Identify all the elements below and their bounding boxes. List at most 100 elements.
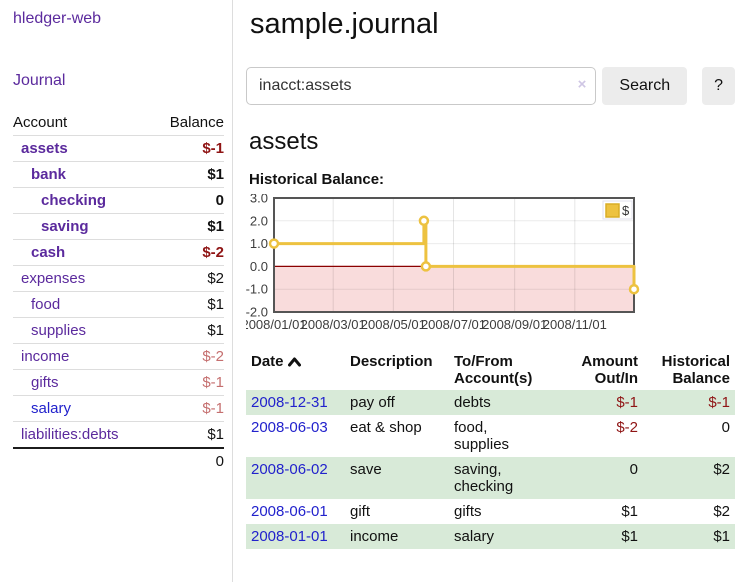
y-axis-tick-label: 1.0 bbox=[250, 236, 268, 251]
accounts-table: Account Balance assets $-1 bank $1 checking 0… bbox=[13, 110, 224, 474]
sidebar-item-journal[interactable]: Journal bbox=[13, 72, 66, 89]
account-row: food $1 bbox=[13, 291, 224, 318]
register-header-balance[interactable]: Historical Balance bbox=[661, 353, 730, 387]
account-link[interactable]: liabilities:debts bbox=[21, 426, 119, 443]
account-link[interactable]: income bbox=[21, 348, 70, 365]
accounts-total-row: 0 bbox=[13, 447, 224, 474]
x-axis-tick-label: 2008/05/01 bbox=[361, 317, 426, 332]
register-row: 2008-06-01 gift gifts $1 $2 bbox=[246, 499, 735, 524]
x-axis-tick-label: 2008/03/01 bbox=[301, 317, 366, 332]
register-header-date-label: Date bbox=[251, 353, 284, 370]
help-button[interactable]: ? bbox=[702, 67, 735, 105]
plot-border bbox=[273, 197, 635, 313]
sort-ascending-icon bbox=[287, 354, 301, 371]
register-amount: $1 bbox=[621, 528, 638, 545]
register-accounts: debts bbox=[454, 394, 491, 411]
account-row: expenses $2 bbox=[13, 265, 224, 292]
account-balance: $-1 bbox=[152, 395, 224, 422]
y-axis-tick-label: 0.0 bbox=[250, 259, 268, 274]
register-balance: 0 bbox=[721, 419, 730, 436]
chart-title: Historical Balance: bbox=[249, 171, 385, 188]
app-title-link[interactable]: hledger-web bbox=[13, 10, 102, 27]
register-row: 2008-12-31 pay off debts $-1 $-1 bbox=[246, 390, 735, 415]
register-amount: 0 bbox=[629, 461, 638, 478]
negative-region bbox=[274, 266, 634, 312]
account-balance: $1 bbox=[152, 161, 224, 188]
account-row: bank $1 bbox=[13, 161, 224, 188]
account-link[interactable]: cash bbox=[31, 244, 66, 261]
account-heading: assets bbox=[249, 128, 319, 155]
account-link[interactable]: assets bbox=[21, 140, 68, 157]
register-date-link[interactable]: 2008-06-03 bbox=[251, 419, 328, 436]
y-axis-tick-label: -2.0 bbox=[246, 305, 268, 320]
x-axis-tick-label: 2008/07/01 bbox=[421, 317, 486, 332]
account-balance: $2 bbox=[152, 265, 224, 292]
account-row: checking 0 bbox=[13, 187, 224, 214]
x-axis-tick-label: 2008/01/01 bbox=[246, 317, 307, 332]
account-balance: $1 bbox=[152, 291, 224, 318]
search-form: × Search ? bbox=[246, 67, 735, 105]
account-balance: $-2 bbox=[152, 239, 224, 266]
account-row: cash $-2 bbox=[13, 239, 224, 266]
register-header-amount[interactable]: Amount Out/In bbox=[581, 353, 638, 387]
register-balance: $1 bbox=[713, 528, 730, 545]
account-link[interactable]: saving bbox=[41, 218, 89, 235]
register-description: pay off bbox=[350, 394, 395, 411]
register-date-link[interactable]: 2008-01-01 bbox=[251, 528, 328, 545]
account-balance: $-1 bbox=[152, 135, 224, 162]
account-link[interactable]: bank bbox=[31, 166, 67, 183]
data-point bbox=[628, 283, 640, 295]
accounts-header-account: Account bbox=[13, 110, 153, 136]
account-balance: $1 bbox=[152, 317, 224, 344]
main-content: sample.journal × Search ? assets Histori… bbox=[246, 0, 735, 549]
register-amount: $-2 bbox=[616, 419, 638, 436]
account-balance: $-2 bbox=[152, 343, 224, 370]
register-accounts: saving, checking bbox=[454, 461, 514, 495]
register-date-link[interactable]: 2008-06-01 bbox=[251, 503, 328, 520]
account-link[interactable]: gifts bbox=[31, 374, 59, 391]
register-amount: $-1 bbox=[616, 394, 638, 411]
legend-swatch bbox=[605, 203, 620, 218]
y-axis-tick-label: 3.0 bbox=[250, 194, 268, 206]
search-input[interactable] bbox=[246, 67, 597, 105]
register-row: 2008-06-03 eat & shop food, supplies $-2 0 bbox=[246, 415, 735, 457]
x-axis-tick-label: 2008/09/01 bbox=[482, 317, 547, 332]
register-balance: $-1 bbox=[708, 394, 730, 411]
account-link[interactable]: checking bbox=[41, 192, 107, 209]
account-row: assets $-1 bbox=[13, 135, 224, 162]
register-accounts: food, supplies bbox=[454, 419, 510, 453]
search-button[interactable]: Search bbox=[602, 67, 688, 105]
register-balance: $2 bbox=[713, 461, 730, 478]
register-table: Date Description To/From Account(s) Amou… bbox=[246, 350, 735, 549]
register-date-link[interactable]: 2008-06-02 bbox=[251, 461, 328, 478]
y-axis-tick-label: -1.0 bbox=[246, 282, 268, 297]
register-header-description[interactable]: Description bbox=[350, 353, 433, 370]
register-description: gift bbox=[350, 503, 371, 520]
legend-label: $ bbox=[622, 203, 630, 218]
account-link[interactable]: salary bbox=[31, 400, 72, 417]
account-link[interactable]: supplies bbox=[31, 322, 87, 339]
clear-search-icon[interactable]: × bbox=[577, 76, 587, 93]
account-link[interactable]: food bbox=[31, 296, 61, 313]
register-header-date[interactable]: Date bbox=[246, 350, 345, 390]
account-row: saving $1 bbox=[13, 213, 224, 240]
register-description: income bbox=[350, 528, 399, 545]
account-row: income $-2 bbox=[13, 343, 224, 370]
register-header-accounts[interactable]: To/From Account(s) bbox=[454, 353, 533, 387]
register-balance: $2 bbox=[713, 503, 730, 520]
x-axis-tick-label: 2008/11/01 bbox=[543, 317, 607, 332]
accounts-total-value: 0 bbox=[152, 447, 224, 474]
account-balance: $1 bbox=[152, 213, 224, 240]
page-title: sample.journal bbox=[250, 8, 439, 40]
historical-balance-chart[interactable]: 3.0 2.0 1.0 0.0 -1.0 -2.02008/01/012008/03/01… bbox=[246, 194, 735, 336]
register-accounts: salary bbox=[454, 528, 495, 545]
account-link[interactable]: expenses bbox=[21, 270, 86, 287]
register-description: save bbox=[350, 461, 382, 478]
accounts-header-balance: Balance bbox=[152, 110, 224, 136]
register-date-link[interactable]: 2008-12-31 bbox=[251, 394, 328, 411]
data-point bbox=[418, 215, 430, 227]
account-balance: $1 bbox=[152, 421, 224, 449]
data-point bbox=[268, 238, 280, 249]
account-balance: $-1 bbox=[152, 369, 224, 396]
search-box: × bbox=[246, 67, 597, 105]
